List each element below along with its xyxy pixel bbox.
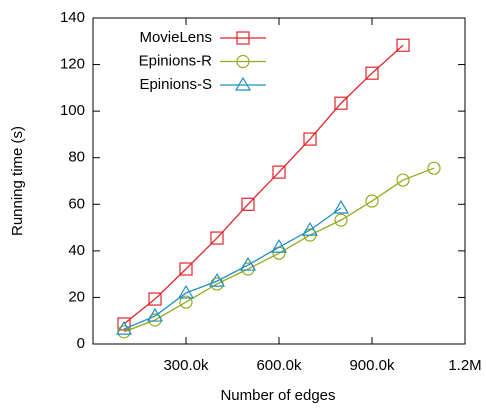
marker — [241, 197, 255, 211]
marker — [146, 307, 164, 322]
marker — [272, 165, 286, 179]
y-tick-label: 100 — [60, 102, 85, 119]
marker — [365, 66, 379, 80]
marker — [236, 54, 250, 69]
marker — [177, 284, 195, 299]
marker — [117, 317, 131, 331]
x-tick-label: 600.0k — [256, 357, 302, 374]
marker — [303, 132, 317, 146]
marker — [234, 76, 252, 91]
legend-label: MovieLens — [139, 29, 212, 46]
marker — [210, 231, 224, 245]
y-tick-label: 120 — [60, 56, 85, 73]
x-axis-label: Number of edges — [220, 387, 335, 404]
y-tick-label: 0 — [77, 335, 85, 352]
marker — [270, 238, 288, 253]
marker — [334, 213, 348, 227]
y-tick-label: 60 — [68, 195, 85, 212]
x-tick-label: 1.2M — [448, 357, 481, 374]
y-tick-label: 40 — [68, 242, 85, 259]
marker — [334, 96, 348, 110]
marker — [396, 38, 410, 52]
marker — [179, 262, 193, 276]
legend-label: Epinions-S — [139, 76, 212, 93]
marker — [301, 221, 319, 236]
x-tick-label: 300.0k — [163, 357, 209, 374]
marker — [365, 194, 379, 208]
marker — [239, 256, 257, 271]
marker — [208, 272, 226, 287]
marker — [236, 31, 250, 45]
marker — [179, 295, 193, 309]
x-tick-label: 900.0k — [349, 357, 395, 374]
marker — [332, 199, 350, 214]
legend-label: Epinions-R — [139, 52, 213, 69]
y-axis-label: Running time (s) — [9, 126, 26, 236]
y-tick-label: 140 — [60, 9, 85, 26]
series-line — [123, 44, 404, 325]
marker — [148, 292, 162, 306]
marker — [115, 320, 133, 335]
y-tick-label: 20 — [68, 288, 85, 305]
marker — [427, 161, 441, 175]
y-tick-label: 80 — [68, 149, 85, 166]
series-line — [123, 167, 435, 333]
marker — [396, 173, 410, 187]
